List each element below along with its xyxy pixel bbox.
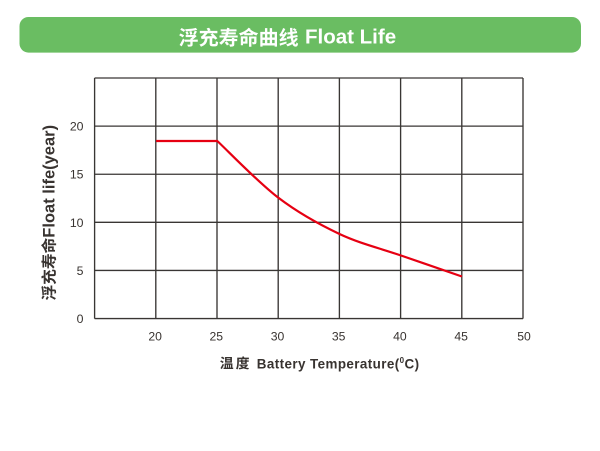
svg-text:5: 5 (77, 264, 84, 278)
svg-text:20: 20 (70, 120, 84, 134)
svg-text:50: 50 (517, 329, 531, 343)
svg-text:35: 35 (332, 329, 346, 343)
svg-text:10: 10 (70, 216, 84, 230)
svg-text:15: 15 (70, 168, 84, 182)
svg-text:Float life(year): Float life(year) (41, 125, 59, 238)
svg-text:20: 20 (148, 329, 162, 343)
svg-text:45: 45 (454, 329, 468, 343)
svg-text:0: 0 (77, 312, 84, 326)
svg-text:30: 30 (271, 329, 285, 343)
svg-text:Float Life: Float Life (305, 25, 396, 48)
svg-text:25: 25 (210, 329, 224, 343)
svg-text:Battery Temperature(0C): Battery Temperature(0C) (257, 356, 420, 371)
svg-text:40: 40 (393, 329, 407, 343)
